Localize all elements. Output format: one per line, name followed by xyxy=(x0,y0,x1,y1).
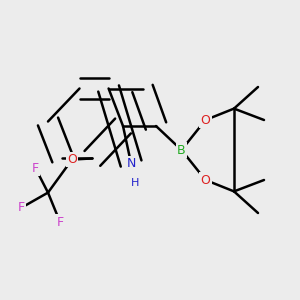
Text: F: F xyxy=(56,215,64,229)
Text: O: O xyxy=(201,173,210,187)
Text: H: H xyxy=(130,178,139,188)
Text: N: N xyxy=(126,157,136,170)
Text: O: O xyxy=(67,153,77,166)
Text: O: O xyxy=(201,113,210,127)
Text: F: F xyxy=(32,161,39,175)
Text: F: F xyxy=(18,201,25,214)
Text: B: B xyxy=(177,143,186,157)
